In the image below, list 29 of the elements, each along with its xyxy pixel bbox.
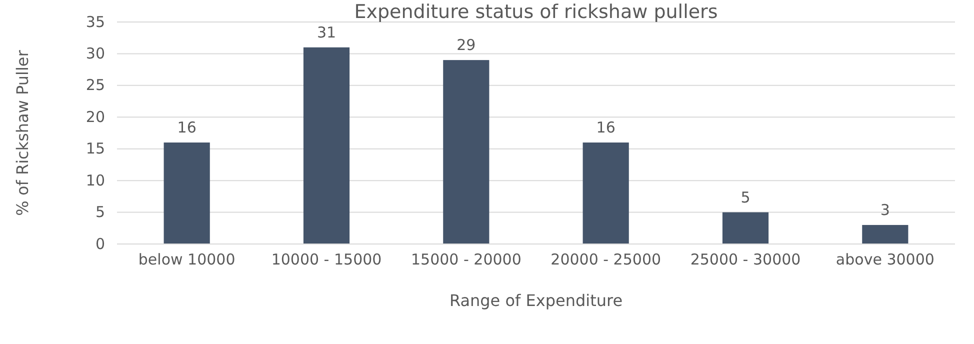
y-tick-label: 10 [86,171,105,190]
data-label: 31 [316,23,336,42]
data-label: 29 [456,36,476,54]
x-tick-label: 20000 - 25000 [550,250,662,269]
bar [303,47,350,244]
y-tick-label: 20 [86,108,105,126]
bar [582,142,629,244]
x-tick-label: 10000 - 15000 [271,250,382,269]
x-axis-title: Range of Expenditure [449,291,623,310]
data-label: 16 [177,118,196,137]
y-axis-title: % of Rickshaw Puller [13,50,32,216]
chart-title: Expenditure status of rickshaw pullers [354,1,718,23]
x-tick-label: below 10000 [138,250,236,269]
bar [443,60,490,244]
y-tick-label: 5 [95,203,105,222]
y-tick-label: 15 [86,140,105,158]
data-label: 3 [880,200,890,219]
x-tick-label: above 30000 [836,250,934,269]
data-label: 5 [740,188,750,206]
data-label: 16 [596,118,616,137]
y-tick-label: 35 [86,12,105,31]
bar [164,142,210,244]
y-tick-label: 0 [95,234,105,253]
x-tick-label: 15000 - 20000 [410,250,522,269]
x-tick-label: 25000 - 30000 [690,250,801,269]
bar [722,212,769,244]
bar [862,224,908,244]
y-tick-label: 30 [86,44,105,63]
y-tick-label: 25 [86,76,105,94]
